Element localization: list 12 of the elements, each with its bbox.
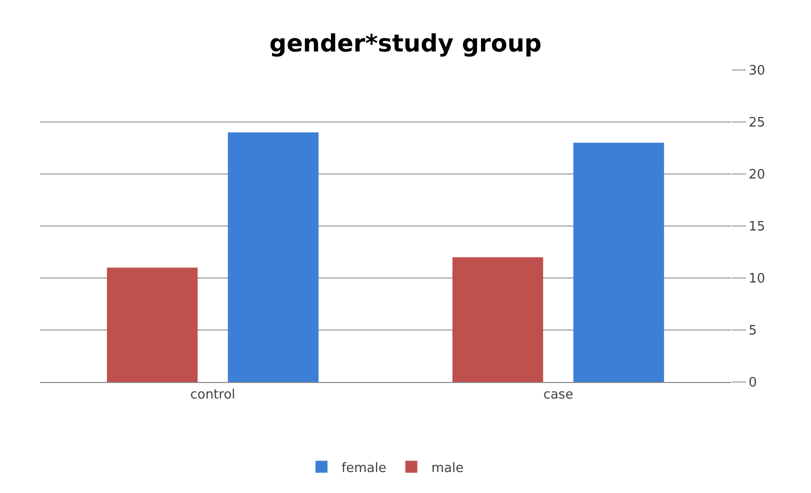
x-tick-label: control: [190, 388, 236, 403]
y-tick-label: 20: [748, 168, 766, 183]
y-tick-label: 0: [748, 376, 757, 391]
legend-label: female: [342, 460, 386, 476]
y-tick-label: 5: [748, 324, 757, 339]
x-tick-label: case: [543, 388, 574, 403]
legend-label: male: [431, 460, 464, 476]
chart-title: gender*study group: [269, 29, 542, 58]
y-tick-label: 30: [748, 64, 766, 79]
y-tick-label: 15: [748, 220, 766, 235]
y-tick-label: 25: [748, 116, 766, 131]
y-tick-label: 10: [748, 272, 766, 287]
